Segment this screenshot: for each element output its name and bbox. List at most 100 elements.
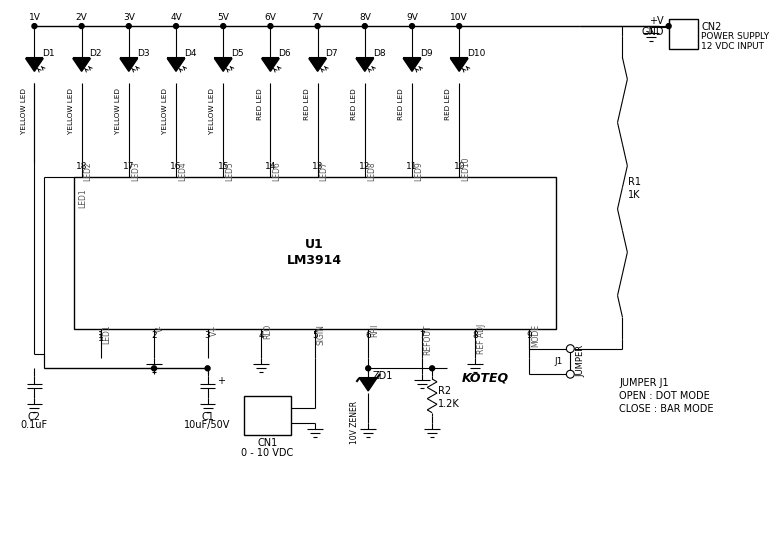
Circle shape [457, 24, 461, 28]
Polygon shape [356, 59, 374, 71]
Text: D9: D9 [420, 49, 432, 58]
Text: LED6: LED6 [272, 162, 282, 182]
Text: 16: 16 [170, 162, 181, 171]
Text: D1: D1 [42, 49, 55, 58]
Text: 6V: 6V [264, 13, 276, 22]
Text: 3: 3 [205, 331, 210, 340]
Circle shape [410, 24, 414, 28]
Text: SIGIN: SIGIN [317, 324, 325, 345]
Text: D2: D2 [89, 49, 102, 58]
Text: D5: D5 [231, 49, 244, 58]
Text: 1: 1 [98, 334, 103, 343]
Text: 1.2K: 1.2K [438, 398, 460, 409]
Text: 5: 5 [312, 331, 317, 340]
Polygon shape [360, 378, 377, 391]
Text: 4V: 4V [170, 13, 182, 22]
Text: 3V: 3V [123, 13, 135, 22]
Text: 7V: 7V [312, 13, 324, 22]
Text: CN2: CN2 [701, 22, 722, 32]
Text: RED LED: RED LED [398, 88, 404, 120]
Text: CLOSE : BAR MODE: CLOSE : BAR MODE [619, 404, 714, 413]
Text: YELLOW LED: YELLOW LED [20, 88, 27, 134]
Text: 15: 15 [217, 162, 229, 171]
Text: RED LED: RED LED [351, 88, 357, 120]
Circle shape [268, 24, 273, 28]
Text: YELLOW LED: YELLOW LED [162, 88, 168, 134]
Text: RED LED: RED LED [446, 88, 451, 120]
Text: V+: V+ [210, 324, 218, 336]
Text: LED2: LED2 [84, 162, 92, 182]
Text: REFOUT: REFOUT [424, 324, 432, 354]
Circle shape [366, 366, 371, 371]
Text: 10V: 10V [450, 13, 468, 22]
Text: R1: R1 [629, 177, 641, 187]
Text: 10V ZENER: 10V ZENER [350, 401, 359, 444]
Text: LED1: LED1 [79, 188, 88, 208]
Circle shape [79, 24, 84, 28]
Circle shape [152, 366, 156, 371]
Text: U1: U1 [305, 238, 324, 251]
Text: MODE: MODE [531, 324, 540, 347]
Text: 18: 18 [76, 162, 88, 171]
Polygon shape [309, 59, 326, 71]
Polygon shape [26, 59, 43, 71]
Text: 7: 7 [419, 331, 425, 340]
Circle shape [205, 366, 210, 371]
Circle shape [221, 24, 226, 28]
Text: YELLOW LED: YELLOW LED [210, 88, 216, 134]
Bar [669, 19, 698, 49]
Text: 8V: 8V [359, 13, 371, 22]
Text: D10: D10 [467, 49, 486, 58]
Polygon shape [120, 59, 138, 71]
Text: +V: +V [649, 16, 664, 26]
Polygon shape [73, 59, 91, 71]
Text: 5V: 5V [217, 13, 229, 22]
Polygon shape [214, 59, 232, 71]
Text: 12: 12 [359, 162, 371, 171]
Text: 12 VDC INPUT: 12 VDC INPUT [701, 42, 764, 51]
Text: REF ADJ: REF ADJ [477, 324, 486, 354]
Text: LED4: LED4 [178, 162, 187, 182]
Polygon shape [404, 59, 421, 71]
Text: 11: 11 [407, 162, 418, 171]
Text: 10: 10 [454, 162, 465, 171]
Text: JUMPER: JUMPER [576, 345, 585, 378]
Circle shape [315, 24, 320, 28]
Bar [74, 177, 555, 329]
Text: D7: D7 [325, 49, 338, 58]
Text: CN1: CN1 [257, 438, 278, 448]
Text: 13: 13 [312, 162, 324, 171]
Circle shape [32, 24, 37, 28]
Circle shape [362, 24, 368, 28]
Circle shape [666, 24, 671, 28]
Text: 9: 9 [526, 331, 532, 340]
Text: 8: 8 [472, 331, 478, 340]
Text: 17: 17 [123, 162, 135, 171]
Bar [244, 396, 291, 435]
Text: LED10: LED10 [461, 157, 470, 182]
Polygon shape [261, 59, 279, 71]
Text: YELLOW LED: YELLOW LED [115, 88, 121, 134]
Text: 2V: 2V [76, 13, 88, 22]
Text: ZD1: ZD1 [373, 371, 393, 381]
Text: RED LED: RED LED [304, 88, 310, 120]
Text: LED5: LED5 [225, 162, 234, 182]
Text: LED1: LED1 [102, 324, 112, 344]
Text: 1V: 1V [28, 13, 41, 22]
Text: +: + [217, 376, 225, 386]
Circle shape [566, 371, 574, 378]
Text: D6: D6 [278, 49, 291, 58]
Text: R2: R2 [438, 386, 451, 396]
Text: 1: 1 [98, 331, 103, 340]
Text: YELLOW LED: YELLOW LED [68, 88, 74, 134]
Text: 0.1uF: 0.1uF [21, 420, 48, 431]
Text: POWER SUPPLY: POWER SUPPLY [701, 32, 769, 41]
Text: GND: GND [641, 27, 664, 37]
Circle shape [566, 345, 574, 353]
Text: D4: D4 [184, 49, 196, 58]
Text: KOTEQ: KOTEQ [461, 372, 508, 384]
Text: 2: 2 [151, 331, 157, 340]
Polygon shape [450, 59, 468, 71]
Text: 9V: 9V [406, 13, 418, 22]
Text: LED3: LED3 [131, 162, 140, 182]
